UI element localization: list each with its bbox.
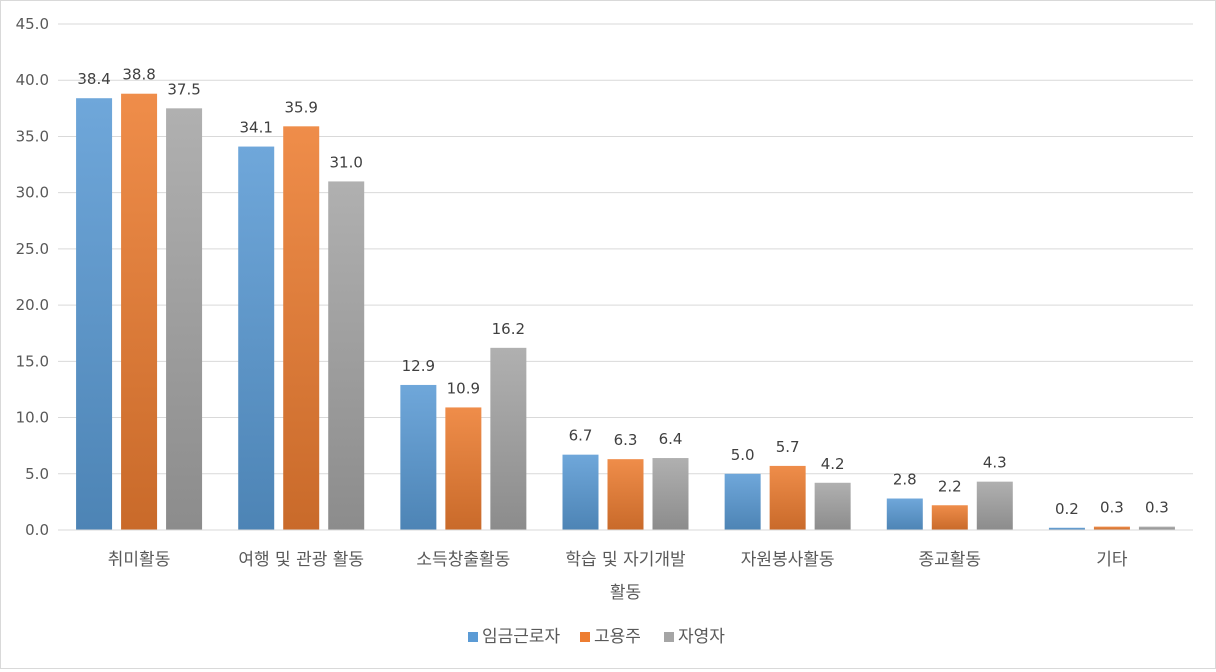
bar — [328, 181, 365, 530]
gridlines — [58, 23, 1193, 475]
data-label: 2.8 — [893, 471, 917, 489]
data-label: 4.2 — [821, 455, 845, 473]
data-label: 6.4 — [659, 430, 683, 448]
data-label: 34.1 — [240, 119, 273, 137]
data-label: 31.0 — [330, 153, 363, 171]
data-label: 10.9 — [447, 379, 480, 397]
legend-label: 고용주 — [594, 627, 641, 647]
y-tick-label: 25.0 — [16, 240, 49, 258]
bar — [76, 98, 113, 531]
bar — [400, 384, 437, 530]
bar — [886, 498, 923, 530]
legend-swatch — [580, 632, 590, 642]
bar — [490, 347, 527, 530]
x-category-label: 학습 및 자기개발 — [565, 550, 686, 570]
y-tick-label: 40.0 — [16, 71, 49, 89]
bar — [652, 458, 689, 530]
bar — [445, 407, 482, 530]
bar — [562, 454, 599, 530]
data-label: 35.9 — [285, 98, 318, 116]
bar — [238, 146, 275, 530]
x-category-label: 종교활동 — [919, 550, 982, 570]
legend-swatch — [468, 632, 478, 642]
data-label: 4.3 — [983, 454, 1007, 472]
bar — [1093, 526, 1130, 530]
bar — [724, 473, 761, 530]
data-label: 6.3 — [614, 431, 638, 449]
bars — [76, 93, 1175, 531]
data-label: 2.2 — [938, 477, 962, 495]
x-category-label: 소득창출활동 — [416, 550, 510, 570]
y-tick-label: 15.0 — [16, 352, 49, 370]
y-tick-label: 30.0 — [16, 184, 49, 202]
y-tick-label: 35.0 — [16, 127, 49, 145]
data-label: 0.3 — [1100, 499, 1124, 517]
bar — [931, 505, 968, 530]
data-label: 16.2 — [492, 320, 525, 338]
y-tick-label: 45.0 — [16, 15, 49, 33]
x-category-label: 기타 — [1096, 550, 1128, 570]
legend-label: 자영자 — [678, 627, 725, 647]
x-category-label: 여행 및 관광 활동 — [238, 550, 364, 570]
data-label: 37.5 — [167, 80, 200, 98]
data-label: 0.3 — [1145, 499, 1169, 517]
bar — [976, 481, 1013, 530]
y-tick-label: 0.0 — [25, 521, 49, 539]
x-category-label: 자원봉사활동 — [741, 550, 835, 570]
legend: 임금근로자 고용주 자영자 — [468, 627, 725, 647]
legend-label: 임금근로자 — [482, 627, 561, 647]
bar — [607, 459, 644, 530]
bar — [283, 126, 320, 530]
bar — [769, 465, 806, 530]
y-axis-tick-labels: 0.0 5.0 10.0 15.0 20.0 25.0 30.0 35.0 40.0 45.0 — [16, 15, 49, 539]
bar — [1048, 527, 1085, 530]
data-label: 5.7 — [776, 438, 800, 456]
bar — [121, 93, 158, 531]
bar — [814, 482, 851, 530]
legend-swatch — [664, 632, 674, 642]
y-tick-label: 5.0 — [25, 465, 49, 483]
bar — [1138, 526, 1175, 530]
data-label: 38.8 — [122, 66, 155, 84]
data-label: 5.0 — [731, 446, 755, 464]
x-category-label: 활동 — [610, 583, 641, 603]
data-label: 12.9 — [402, 357, 435, 375]
data-label: 0.2 — [1055, 500, 1079, 518]
x-category-label: 취미활동 — [108, 550, 171, 570]
data-label: 6.7 — [569, 427, 593, 445]
data-labels: 38.4 38.8 37.5 34.1 35.9 31.0 12.9 10.9 16.2 6.7 6… — [77, 66, 1168, 518]
y-tick-label: 10.0 — [16, 409, 49, 427]
y-tick-label: 20.0 — [16, 296, 49, 314]
bar — [166, 108, 203, 530]
data-label: 38.4 — [77, 70, 110, 88]
